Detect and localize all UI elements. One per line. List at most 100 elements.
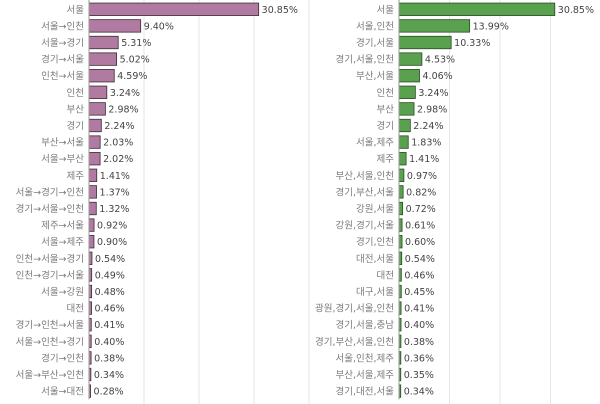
category-label: 경기 bbox=[377, 120, 394, 132]
bar bbox=[398, 35, 452, 50]
data-label: 2.24% bbox=[413, 121, 443, 132]
data-label: 5.31% bbox=[121, 38, 151, 49]
category-label: 서울,인천 bbox=[356, 21, 394, 32]
data-label: 0.41% bbox=[404, 304, 434, 315]
data-label: 1.37% bbox=[100, 187, 130, 198]
category-label: 경기,대전,서울 bbox=[336, 386, 395, 398]
bar bbox=[88, 35, 119, 50]
data-label: 0.49% bbox=[95, 270, 125, 281]
category-label: 서울→제주 bbox=[41, 237, 84, 248]
category-label: 대전 bbox=[377, 270, 394, 281]
category-label: 강원,서울 bbox=[356, 204, 394, 215]
data-label: 1.41% bbox=[100, 171, 130, 182]
category-label: 서울→인천 bbox=[41, 21, 84, 32]
bar bbox=[88, 2, 260, 16]
data-label: 0.72% bbox=[406, 204, 436, 215]
bar bbox=[398, 19, 471, 33]
data-label: 3.24% bbox=[110, 88, 140, 99]
category-label: 인천 bbox=[67, 88, 84, 99]
bar bbox=[398, 85, 416, 99]
data-label: 0.28% bbox=[94, 387, 124, 398]
category-label: 대구,서울 bbox=[356, 287, 394, 298]
category-label: 부산,서울,인천 bbox=[336, 171, 394, 182]
data-label: 2.02% bbox=[103, 154, 133, 165]
data-label: 4.59% bbox=[117, 71, 147, 82]
bar bbox=[398, 201, 404, 216]
bar bbox=[88, 69, 115, 83]
bar bbox=[88, 218, 95, 232]
category-label: 서울,인천,제주 bbox=[336, 353, 395, 364]
category-label: 광원,경기,서울,인천 bbox=[315, 303, 394, 315]
category-label: 부산,서울 bbox=[356, 71, 394, 82]
bar bbox=[88, 19, 142, 33]
bar bbox=[398, 69, 420, 83]
data-label: 0.34% bbox=[94, 370, 124, 381]
category-label: 경기→인천→서울 bbox=[16, 319, 85, 331]
bar bbox=[398, 118, 411, 133]
bar bbox=[88, 135, 101, 149]
chart-right-region-share: 서울 30.85% 서울,인천 13.99% 경기,서울 10.33% 경기,서울,인천 4.… bbox=[315, 0, 594, 404]
data-label: 0.45% bbox=[404, 287, 434, 298]
category-label: 강원,경기,서울 bbox=[336, 220, 395, 232]
category-label: 인천→서울→경기 bbox=[16, 253, 84, 265]
data-label: 0.40% bbox=[404, 320, 434, 331]
data-label: 0.48% bbox=[95, 287, 125, 298]
data-label: 1.41% bbox=[409, 154, 439, 165]
bar bbox=[88, 235, 95, 249]
data-label: 0.54% bbox=[405, 254, 435, 265]
data-label: 4.06% bbox=[423, 71, 453, 82]
data-label: 0.36% bbox=[404, 353, 434, 364]
data-label: 0.54% bbox=[95, 254, 125, 265]
data-label: 10.33% bbox=[454, 38, 490, 49]
category-label: 부산,서울,제주 bbox=[336, 370, 395, 381]
bar bbox=[88, 168, 98, 182]
data-label: 0.46% bbox=[95, 304, 125, 315]
data-label: 0.97% bbox=[407, 171, 437, 182]
category-label: 서울 bbox=[67, 5, 85, 16]
category-label: 경기,부산,서울 bbox=[336, 186, 395, 198]
data-label: 13.99% bbox=[473, 21, 509, 32]
bar bbox=[398, 2, 556, 16]
category-label: 경기,서울 bbox=[356, 37, 394, 49]
data-label: 0.90% bbox=[97, 237, 127, 248]
category-label: 제주→서울 bbox=[41, 221, 84, 232]
data-label: 30.85% bbox=[262, 5, 298, 16]
category-label: 경기→서울→인천 bbox=[16, 203, 84, 215]
bar bbox=[398, 102, 415, 116]
data-label: 9.40% bbox=[144, 21, 174, 32]
bar bbox=[398, 135, 409, 149]
data-label: 2.98% bbox=[417, 104, 447, 115]
category-label: 경기,서울,충남 bbox=[336, 319, 395, 331]
data-label: 0.35% bbox=[404, 370, 434, 381]
bar bbox=[88, 52, 118, 66]
data-label: 0.34% bbox=[404, 387, 434, 398]
data-label: 2.03% bbox=[103, 138, 133, 149]
data-label: 3.24% bbox=[418, 88, 448, 99]
data-label: 1.32% bbox=[99, 204, 129, 215]
bar bbox=[88, 201, 97, 216]
category-label: 서울 bbox=[377, 5, 395, 16]
category-label: 부산→서울 bbox=[41, 138, 84, 149]
category-label: 인천 bbox=[377, 88, 394, 99]
category-label: 대전 bbox=[67, 304, 84, 315]
category-label: 부산 bbox=[67, 104, 85, 115]
data-label: 0.38% bbox=[404, 337, 434, 348]
category-label: 서울→강원 bbox=[41, 287, 84, 298]
data-label: 4.53% bbox=[425, 55, 455, 66]
category-label: 서울→인천→경기 bbox=[16, 336, 84, 348]
bar bbox=[88, 102, 106, 116]
data-label: 0.41% bbox=[94, 320, 124, 331]
data-label: 30.85% bbox=[558, 5, 594, 16]
category-label: 경기,서울,인천 bbox=[336, 54, 394, 66]
data-label: 1.83% bbox=[411, 138, 441, 149]
category-label: 제주 bbox=[67, 171, 85, 182]
bar bbox=[398, 168, 405, 182]
data-label: 2.24% bbox=[104, 121, 134, 132]
category-label: 서울→부산 bbox=[41, 154, 84, 165]
category-label: 경기→인천 bbox=[41, 352, 84, 364]
bar bbox=[398, 152, 407, 166]
category-label: 경기,인천 bbox=[356, 236, 394, 248]
data-label: 0.82% bbox=[406, 187, 436, 198]
data-label: 2.98% bbox=[108, 104, 138, 115]
